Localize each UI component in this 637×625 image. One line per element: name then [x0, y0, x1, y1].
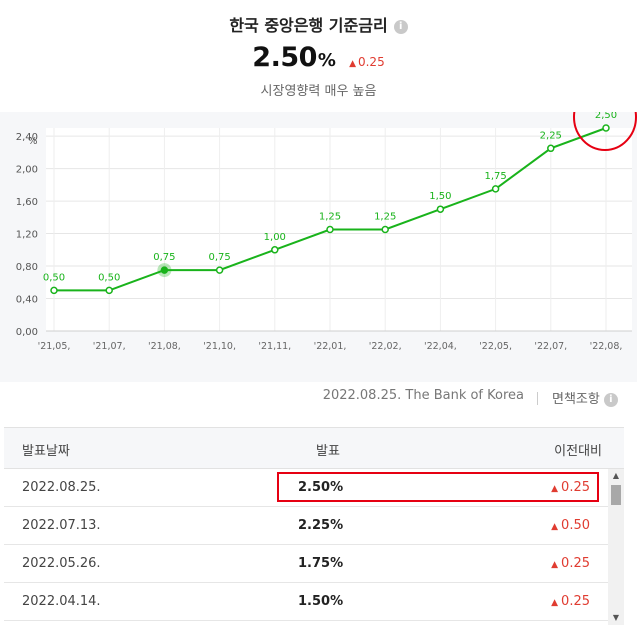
x-tick-label: '21,07,	[93, 341, 126, 352]
y-tick-label: 0,00	[16, 327, 38, 338]
scrollbar-thumb[interactable]	[611, 485, 621, 505]
y-tick-label: 2,00	[16, 165, 38, 176]
data-label: 0,50	[43, 272, 65, 283]
line-chart: % 0,00 0,40 0,80 1,20 1,60 2,00 2,40 '21,05, '21,…	[16, 112, 637, 352]
up-arrow-icon: ▲	[551, 484, 559, 494]
rate-row: 2.50% ▲ 0.25	[0, 42, 637, 73]
vertical-scrollbar[interactable]: ▲ ▼	[608, 469, 624, 625]
indicator-title-row: 한국 중앙은행 기준금리 i	[0, 12, 637, 36]
data-label: 2,25	[540, 130, 562, 141]
data-label: 2,50	[595, 112, 617, 121]
table-row: 2022.05.26. 1.75% ▲ 0.25	[4, 545, 608, 583]
table-row: 2022.04.14. 1.50% ▲ 0.25	[4, 583, 608, 621]
data-point	[547, 144, 555, 153]
table-header: 발표날짜 발표 이전대비	[4, 427, 624, 469]
row-change: ▲ 0.50	[551, 518, 590, 533]
data-point	[381, 225, 389, 234]
row-change: ▲ 0.25	[551, 594, 590, 609]
annotation-circle	[573, 112, 637, 151]
x-tick-label: '22,07,	[534, 341, 567, 352]
data-label: 1,25	[374, 212, 396, 223]
x-tick-label: '21,08,	[148, 341, 181, 352]
table-row: 2022.07.13. 2.25% ▲ 0.50	[4, 507, 608, 545]
data-point	[271, 246, 279, 254]
row-value: 1.75%	[298, 556, 344, 571]
row-change: ▲ 0.25	[551, 556, 590, 571]
highlight-box	[277, 472, 599, 502]
data-label: 1,25	[319, 212, 341, 223]
data-label: 1,75	[484, 171, 506, 182]
up-arrow-icon: ▲	[551, 522, 559, 532]
y-tick-label: 0,40	[16, 295, 38, 306]
table-row: 2022.08.25. 2.50% ▲ 0.25	[4, 469, 608, 507]
x-tick-label: '22,05,	[479, 341, 512, 352]
data-point	[160, 266, 169, 274]
row-change-value: 0.25	[561, 594, 590, 609]
rate-header: 한국 중앙은행 기준금리 i 2.50% ▲ 0.25 시장영향력 매우 높음	[0, 0, 637, 112]
row-date: 2022.08.25.	[22, 480, 101, 495]
table-body: 2022.08.25. 2.50% ▲ 0.25 2022.07.13. 2.25…	[4, 469, 608, 621]
x-tick-label: '21,05,	[38, 341, 71, 352]
y-tick-label: 1,20	[16, 230, 38, 241]
info-icon[interactable]: i	[393, 19, 408, 34]
data-label: 1,50	[429, 191, 451, 202]
y-tick-label: 2,40	[16, 132, 38, 143]
x-tick-label: '22,04,	[424, 341, 457, 352]
x-tick-label: '22,08,	[590, 341, 623, 352]
rate-change: ▲ 0.25	[349, 55, 385, 69]
data-label: 0,50	[98, 272, 120, 283]
rate-value: 2.50	[252, 42, 317, 73]
column-header-value: 발표	[316, 444, 340, 459]
up-arrow-icon: ▲	[349, 59, 356, 69]
y-tick-label: 1,60	[16, 197, 38, 208]
row-change-value: 0.50	[561, 518, 590, 533]
up-arrow-icon: ▲	[551, 560, 559, 570]
disclaimer-label: 면책조항	[552, 392, 600, 407]
rate-change-value: 0.25	[357, 55, 385, 69]
row-change: ▲ 0.25	[551, 480, 590, 495]
data-point	[326, 225, 334, 234]
data-point	[602, 124, 610, 132]
market-impact-label: 시장영향력 매우 높음	[260, 84, 377, 99]
up-arrow-icon: ▲	[551, 598, 559, 608]
chart-area: % 0,00 0,40 0,80 1,20 1,60 2,00 2,40 '21,05, '21,…	[0, 112, 637, 382]
chevron-up-icon[interactable]: ▲	[612, 471, 620, 480]
divider	[537, 392, 538, 405]
row-date: 2022.04.14.	[22, 594, 101, 609]
row-change-value: 0.25	[561, 556, 590, 571]
x-tick-label: '22,02,	[369, 341, 402, 352]
source-row: 2022.08.25. The Bank of Korea 면책조항 i	[0, 388, 637, 408]
y-tick-label: 0,80	[16, 262, 38, 273]
indicator-title: 한국 중앙은행 기준금리	[229, 16, 388, 35]
row-date: 2022.07.13.	[22, 518, 101, 533]
disclaimer-link[interactable]: 면책조항 i	[552, 388, 618, 407]
data-point	[105, 286, 113, 295]
column-header-change: 이전대비	[554, 444, 602, 459]
data-point	[50, 286, 58, 295]
rate-unit: %	[317, 50, 336, 71]
row-value: 2.25%	[298, 518, 344, 533]
data-label: 1,00	[264, 232, 286, 243]
data-label: 0,75	[208, 252, 230, 263]
row-date: 2022.05.26.	[22, 556, 101, 571]
history-table: 발표날짜 발표 이전대비 2022.08.25. 2.50% ▲ 0.25 202…	[4, 427, 624, 625]
data-point	[436, 205, 445, 213]
data-point	[491, 185, 500, 193]
source-text: 2022.08.25. The Bank of Korea	[322, 388, 524, 403]
data-point	[215, 266, 224, 274]
row-value: 1.50%	[298, 594, 344, 609]
y-axis-unit: %	[28, 136, 38, 147]
column-header-date: 발표날짜	[22, 444, 70, 459]
chevron-down-icon[interactable]: ▼	[612, 613, 620, 622]
data-label: 0,75	[153, 252, 175, 263]
x-tick-label: '22,01,	[314, 341, 347, 352]
info-icon: i	[603, 392, 618, 407]
x-tick-label: '21,10,	[203, 341, 236, 352]
row-change-value: 0.25	[561, 480, 590, 495]
row-value: 2.50%	[298, 480, 344, 495]
x-tick-label: '21,11,	[258, 341, 291, 352]
